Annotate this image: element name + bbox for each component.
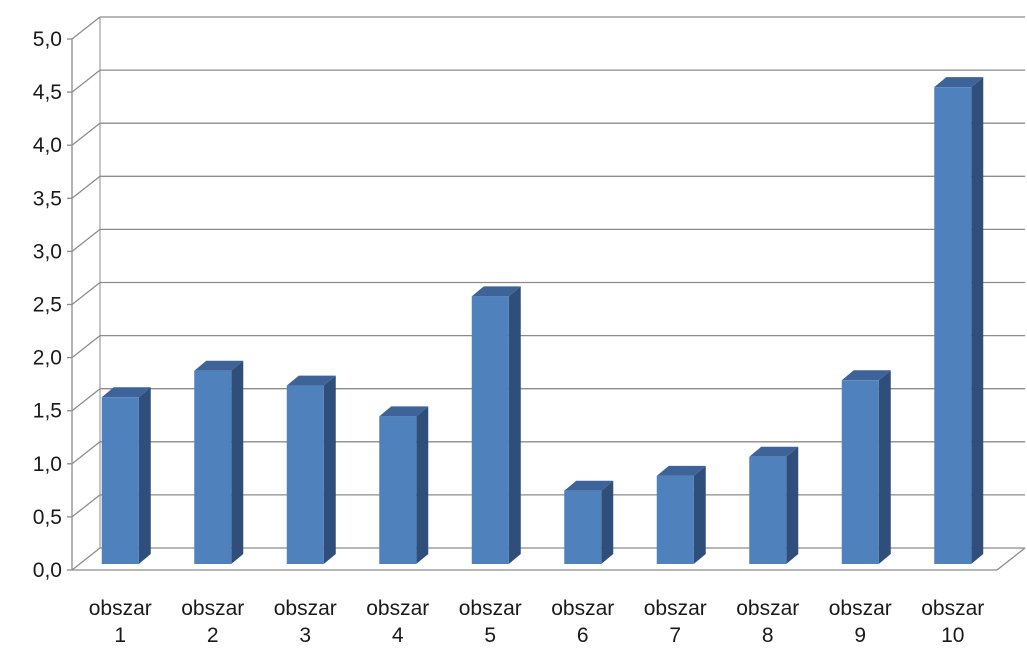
bar	[934, 77, 984, 565]
gridline-side	[71, 228, 101, 252]
gridline-side	[71, 16, 101, 40]
bar-front	[749, 456, 787, 564]
x-tick-label: obszar 2	[181, 597, 244, 647]
gridline-side	[71, 175, 101, 199]
x-tick-label: obszar 5	[459, 597, 522, 647]
bar-side	[416, 406, 429, 564]
bar-side	[693, 465, 706, 564]
bar-top	[564, 480, 614, 491]
bar	[471, 286, 521, 564]
y-tick-label: 3,0	[33, 240, 62, 263]
bar-front	[286, 385, 324, 564]
bar	[749, 446, 799, 564]
floor-right-edge	[996, 547, 1026, 571]
x-tick-label: obszar 9	[829, 597, 892, 647]
label-layer: 0,0 0,5 1,0 1,5 2,0 2,5 3,0 3,5 4,0 4,5 5,0 obszar 1…	[33, 28, 984, 647]
bar-side	[323, 375, 336, 564]
gridline-side	[71, 441, 101, 465]
bar	[841, 370, 891, 564]
x-tick-label: obszar 10	[921, 597, 984, 647]
y-tick-label: 1,5	[33, 400, 62, 423]
x-tick-label: obszar 3	[274, 597, 337, 647]
x-tick-label: obszar 8	[736, 597, 799, 647]
bar-front	[656, 475, 694, 564]
y-tick-label: 2,5	[33, 294, 62, 317]
gridline-side	[71, 335, 101, 359]
x-tick-label: obszar 7	[644, 597, 707, 647]
y-tick-label: 2,0	[33, 347, 62, 370]
x-tick-label: obszar 6	[551, 597, 614, 647]
y-tick-label: 0,5	[33, 506, 62, 529]
grid-layer	[71, 16, 1025, 571]
gridline-side	[71, 388, 101, 412]
bar-top	[841, 370, 891, 381]
gridline-side	[71, 494, 101, 518]
bar-top	[471, 286, 521, 297]
y-tick-label: 5,0	[33, 28, 62, 51]
bar-top	[286, 375, 336, 386]
bar	[286, 375, 336, 564]
bar-front	[934, 87, 972, 565]
bar-side	[231, 360, 244, 564]
gridline-side	[71, 122, 101, 146]
y-tick-label: 0,0	[33, 559, 62, 582]
axis-layer	[67, 17, 1026, 571]
bar	[564, 480, 614, 564]
bar-front	[379, 416, 417, 564]
gridline-side	[71, 547, 101, 571]
y-tick-label: 4,0	[33, 134, 62, 157]
y-tick-label: 3,5	[33, 187, 62, 210]
y-tick-label: 4,5	[33, 81, 62, 104]
bar-top	[749, 446, 799, 457]
bar-layer	[101, 77, 984, 565]
bar-front	[471, 296, 509, 564]
x-tick-label: obszar 1	[89, 597, 152, 647]
bar	[656, 465, 706, 564]
bar-top	[101, 387, 151, 398]
bar-front	[194, 370, 232, 564]
bar-front	[564, 490, 602, 564]
gridline-side	[71, 69, 101, 93]
x-tick-label: obszar 4	[366, 597, 429, 647]
bar-top	[194, 360, 244, 371]
bar-top	[379, 406, 429, 417]
bar-top	[656, 465, 706, 476]
gridline-side	[71, 281, 101, 306]
bar-side	[601, 480, 614, 564]
bar-front	[101, 397, 139, 564]
bar-top	[934, 77, 984, 88]
bar	[379, 406, 429, 564]
y-tick-label: 1,0	[33, 453, 62, 476]
bar-side	[138, 387, 151, 564]
bar-side	[878, 370, 891, 564]
bar-front	[841, 380, 879, 564]
bar-side	[508, 286, 521, 564]
bar	[101, 387, 151, 564]
bar-side	[786, 446, 799, 564]
bar	[194, 360, 244, 564]
bar-side	[971, 77, 984, 565]
